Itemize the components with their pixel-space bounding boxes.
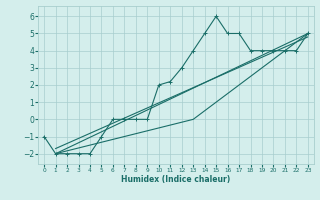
X-axis label: Humidex (Indice chaleur): Humidex (Indice chaleur) (121, 175, 231, 184)
